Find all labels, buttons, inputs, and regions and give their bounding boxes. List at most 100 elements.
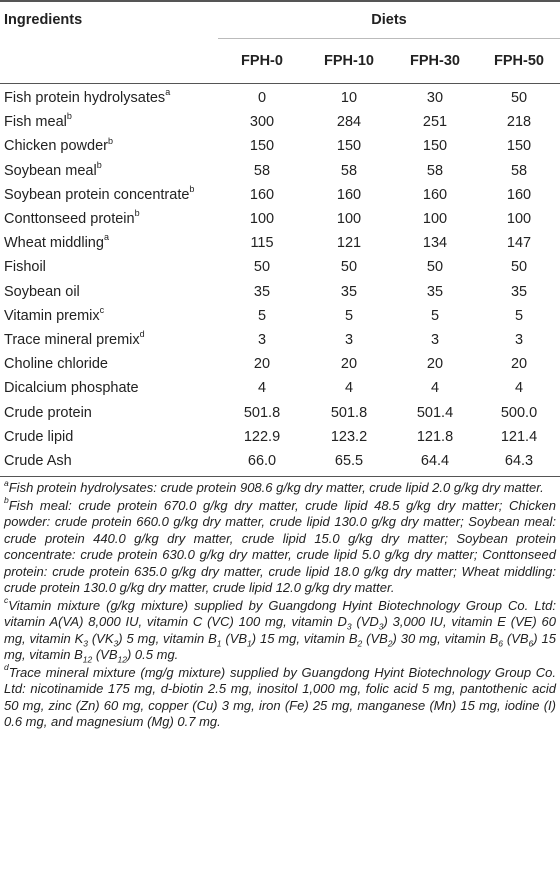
footnote-c: cVitamin mixture (g/kg mixture) supplied…: [4, 595, 557, 665]
table-cell: 501.4: [416, 404, 454, 421]
table-cell: 3: [344, 331, 354, 348]
footnote-mark-d: d: [4, 662, 9, 673]
footnote-b: bFish meal: crude protein 670.0 g/kg dry…: [4, 495, 556, 597]
footnote-mark-c: c: [4, 595, 9, 606]
table-cell: 58: [510, 162, 528, 179]
table-cell: 100: [506, 211, 532, 228]
subscript: 12: [117, 654, 127, 665]
table-cell: 20: [340, 356, 358, 373]
footnote-reference: d: [139, 329, 145, 340]
table-cell: 284: [336, 114, 362, 131]
ingredient-name: Wheat middlinga: [0, 231, 218, 255]
table-cell: 20: [510, 356, 528, 373]
footnote-c-text: Vitamin mixture (g/kg mixture) supplied …: [4, 597, 557, 665]
footnote-text-segment: (VB: [503, 630, 529, 646]
diet-composition-table-figure: Ingredients Diets FPH-0 FPH-10 FPH-30 FP…: [0, 1, 560, 731]
column-header-fph-30: FPH-30: [410, 53, 460, 69]
subscript: 3: [378, 621, 384, 632]
table-row: Trace mineral premixd 3 3 3 3: [0, 328, 560, 352]
table-cell: 160: [506, 186, 532, 203]
footnote-text-segment: ) 15 mg, vitamin B: [4, 630, 556, 663]
table-row: Fish protein hydrolysatesa 0 10 30 50: [0, 84, 560, 111]
subscript: 1: [216, 638, 222, 649]
ingredient-name: Choline chloride: [0, 352, 218, 376]
table-cell: 35: [510, 283, 528, 300]
footnote-reference: c: [99, 304, 105, 315]
table-cell: 4: [344, 380, 354, 397]
ingredient-label: Fishoil: [4, 259, 46, 276]
footnote-d-text: Trace mineral mixture (mg/g mixture) sup…: [4, 664, 556, 730]
ingredient-label: Conttonseed protein: [4, 211, 135, 228]
table-row: Soybean oil 35 35 35 35: [0, 280, 560, 304]
footnote-text-segment: (VK: [87, 630, 114, 646]
table-cell: 160: [422, 186, 448, 203]
table-cell: 64.4: [420, 452, 450, 469]
footnote-mark-b: b: [4, 495, 9, 506]
ingredient-name: Fish mealb: [0, 110, 218, 134]
table-row: Wheat middlinga 115 121 134 147: [0, 231, 560, 255]
table-cell: 50: [510, 259, 528, 276]
ingredient-name: Dicalcium phosphate: [0, 376, 218, 400]
table-cell: 160: [249, 186, 275, 203]
table-cell: 100: [336, 211, 362, 228]
ingredient-label: Dicalcium phosphate: [4, 380, 139, 397]
table-cell: 5: [514, 307, 524, 324]
table-cell: 121: [336, 235, 362, 252]
footnote-d: dTrace mineral mixture (mg/g mixture) su…: [4, 662, 556, 731]
ingredient-name: Crude protein: [0, 400, 218, 424]
table-cell: 50: [426, 259, 444, 276]
footnote-text-segment: Vitamin mixture (g/kg mixture) supplied …: [4, 597, 556, 630]
ingredient-name: Soybean oil: [0, 280, 218, 304]
table-cell: 20: [426, 356, 444, 373]
table-cell: 64.3: [504, 452, 534, 469]
ingredient-name: Fish protein hydrolysatesa: [0, 84, 218, 111]
table-cell: 35: [340, 283, 358, 300]
table-cell: 300: [249, 114, 275, 131]
subscript: 3: [83, 638, 88, 649]
table-cell: 4: [257, 380, 267, 397]
ingredient-name: Crude lipid: [0, 425, 218, 449]
table-cell: 0: [257, 90, 267, 107]
ingredient-label: Fish protein hydrolysates: [4, 90, 166, 107]
ingredient-label: Soybean meal: [4, 162, 97, 179]
table-cell: 10: [340, 90, 358, 107]
footnote-mark-a: a: [4, 477, 9, 488]
footnote-text-segment: (VB: [221, 630, 248, 646]
ingredients-header: Ingredients: [4, 12, 83, 29]
footnote-reference: b: [134, 208, 140, 219]
table-row: Fish mealb 300 284 251 218: [0, 110, 560, 134]
table-cell: 123.2: [330, 428, 368, 445]
ingredient-label: Soybean protein concentrate: [4, 186, 190, 203]
table-row: Crude protein 501.8 501.8 501.4 500.0: [0, 400, 560, 424]
table-row: Dicalcium phosphate 4 4 4 4: [0, 376, 560, 400]
table-cell: 501.8: [330, 404, 368, 421]
table-cell: 5: [257, 307, 267, 324]
table-cell: 251: [422, 114, 448, 131]
ingredient-name: Trace mineral premixd: [0, 328, 218, 352]
table-body: Fish protein hydrolysatesa 0 10 30 50 Fish me…: [0, 84, 560, 474]
footnote-reference: b: [66, 111, 72, 122]
subscript: 3: [346, 621, 352, 632]
ingredient-name: Vitamin premixc: [0, 304, 218, 328]
ingredient-name: Chicken powderb: [0, 134, 218, 158]
table-cell: 121.8: [416, 428, 454, 445]
table-cell: 115: [250, 235, 274, 252]
subscript: 6: [528, 638, 534, 649]
table-cell: 150: [249, 138, 275, 155]
table-cell: 20: [253, 356, 271, 373]
ingredient-label: Fish meal: [4, 114, 67, 131]
ingredient-name: Crude Ash: [0, 449, 218, 473]
ingredient-label: Wheat middling: [4, 235, 104, 252]
table-cell: 150: [506, 138, 532, 155]
table-row: Vitamin premixc 5 5 5 5: [0, 304, 560, 328]
footnote-reference: b: [96, 159, 102, 170]
footnote-a: aFish protein hydrolysates: crude protei…: [4, 477, 556, 497]
table-cell: 65.5: [334, 452, 364, 469]
table-row: Chicken powderb 150 150 150 150: [0, 134, 560, 158]
table-cell: 147: [506, 235, 532, 252]
footnote-reference: a: [103, 232, 109, 243]
table-row: Conttonseed proteinb 100 100 100 100: [0, 207, 560, 231]
table-cell: 100: [422, 211, 448, 228]
footnote-text-segment: ) 3,000 IU, vitamin E (VE) 60 mg, vitami…: [4, 614, 557, 646]
subscript: 1: [247, 638, 252, 649]
